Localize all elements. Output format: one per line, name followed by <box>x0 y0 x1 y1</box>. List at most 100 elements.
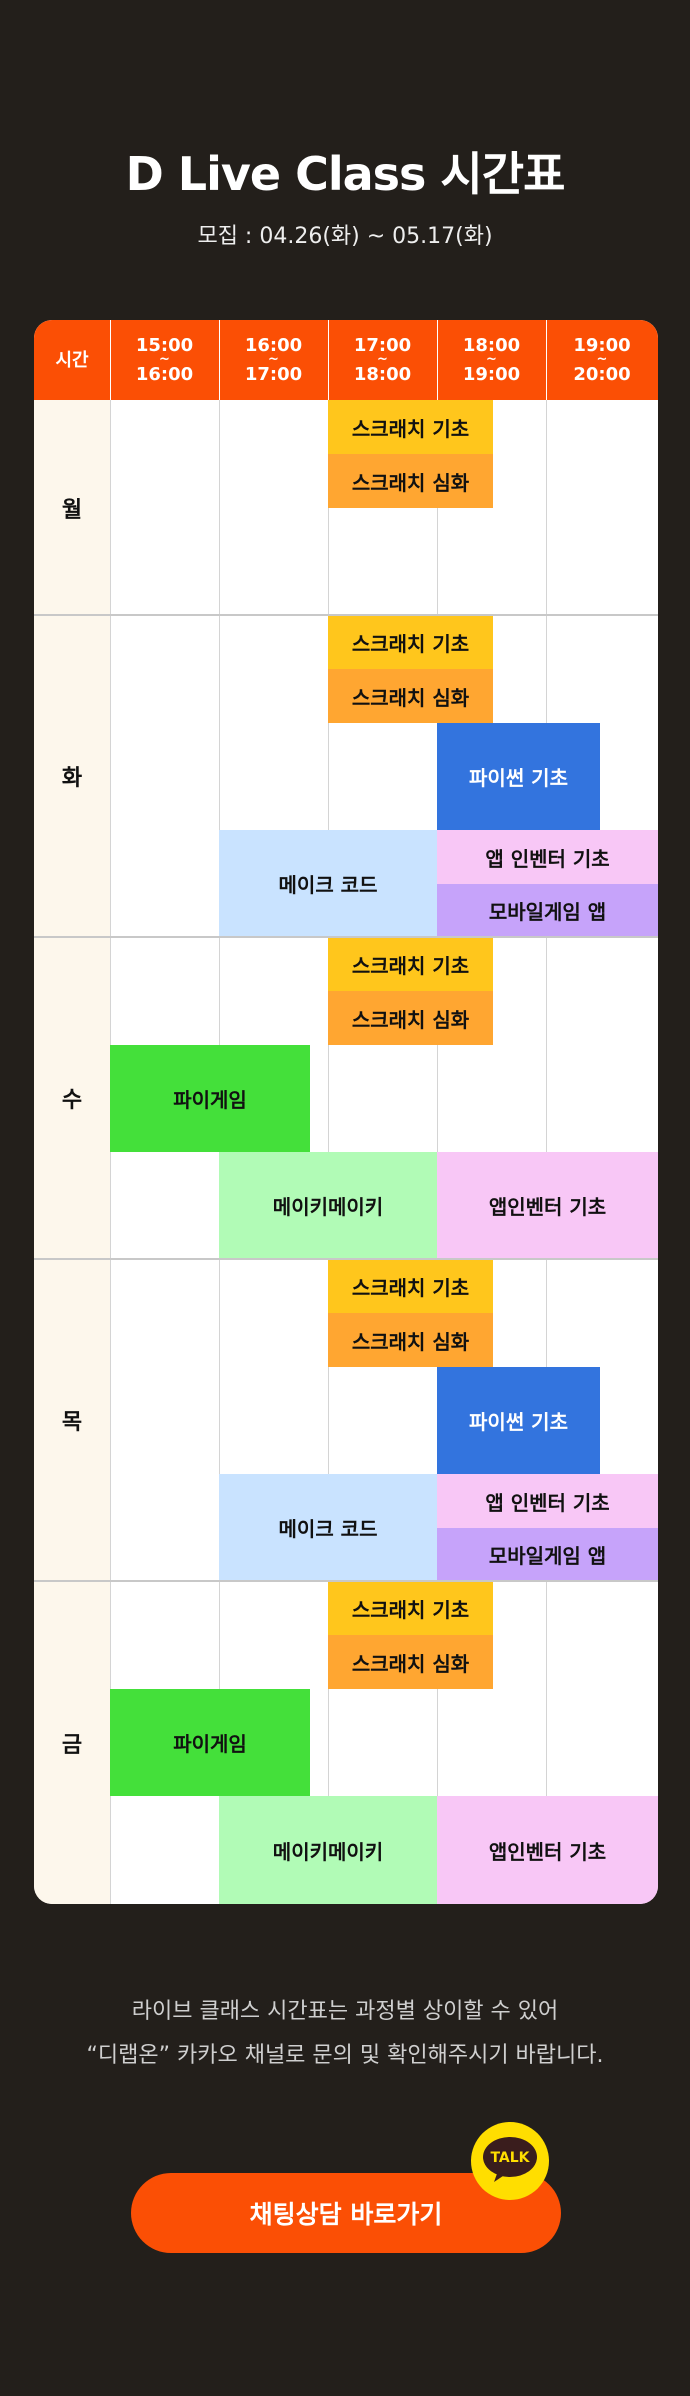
class-scratch-basic: 스크래치 기초 <box>328 400 493 454</box>
time-slot-start: 17:00 <box>353 335 412 356</box>
timetable: 시간 15:00 ~ 16:00 16:00 ~ 17:00 17:00 ~ 1… <box>34 320 658 1904</box>
class-python-basic: 파이썬 기초 <box>437 723 600 830</box>
time-slot-separator: ~ <box>159 352 170 367</box>
day-text: 목 <box>61 1410 83 1435</box>
class-mobile-game-app: 모바일게임 앱 <box>437 884 658 937</box>
header-time-text: 시간 <box>55 349 89 371</box>
chat-consult-label: 채팅상담 바로가기 <box>249 2200 443 2229</box>
day-divider <box>34 936 658 938</box>
class-label: 메이크 코드 <box>278 1517 378 1541</box>
kakao-talk-icon[interactable]: TALK <box>471 2122 549 2200</box>
class-label: 파이썬 기초 <box>469 766 568 790</box>
class-label: 스크래치 기초 <box>351 1275 470 1300</box>
day-text: 화 <box>61 766 83 791</box>
class-label: 스크래치 심화 <box>351 1329 470 1354</box>
class-label: 앱 인벤터 기초 <box>485 846 610 871</box>
class-label: 앱인벤터 기초 <box>488 1195 607 1219</box>
notice-line-2: “디랩온” 카카오 채널로 문의 및 확인해주시기 바랍니다. <box>86 2043 604 2068</box>
time-slot-end: 20:00 <box>573 364 631 385</box>
day-label-thu: 목 <box>34 1259 110 1581</box>
class-label: 파이썬 기초 <box>469 1410 568 1434</box>
talk-badge-text: TALK <box>490 2150 530 2166</box>
class-label: 스크래치 심화 <box>351 685 470 710</box>
time-slot-start: 19:00 <box>573 335 631 356</box>
time-slot-end: 17:00 <box>244 364 303 385</box>
speech-bubble-icon <box>483 2137 537 2182</box>
time-slot-4: 18:00 ~ 19:00 <box>437 320 546 400</box>
class-scratch-advanced: 스크래치 심화 <box>328 1313 493 1367</box>
notice-line-1: 라이브 클래스 시간표는 과정별 상이할 수 있어 <box>131 1999 559 2024</box>
class-makey-makey: 메이키메이키 <box>219 1796 437 1904</box>
class-label: 스크래치 기초 <box>351 1597 470 1622</box>
day-divider <box>34 614 658 616</box>
time-slot-1: 15:00 ~ 16:00 <box>110 320 219 400</box>
header-divider <box>328 320 329 400</box>
header-time-label: 시간 <box>34 320 110 400</box>
header-divider <box>546 320 547 400</box>
class-scratch-advanced: 스크래치 심화 <box>328 991 493 1045</box>
class-label: 메이키메이키 <box>272 1195 384 1219</box>
class-make-code: 메이크 코드 <box>219 1474 437 1581</box>
grid-line <box>110 400 111 1904</box>
day-label-wed: 수 <box>34 937 110 1259</box>
class-label: 스크래치 기초 <box>351 953 470 978</box>
class-label: 스크래치 기초 <box>351 416 470 441</box>
day-label-fri: 금 <box>34 1581 110 1904</box>
class-app-inventor-basic: 앱 인벤터 기초 <box>437 1474 658 1528</box>
class-scratch-basic: 스크래치 기초 <box>328 1581 493 1635</box>
time-slot-start: 18:00 <box>462 335 521 356</box>
day-text: 월 <box>61 497 83 523</box>
header-divider <box>110 320 111 400</box>
class-scratch-basic: 스크래치 기초 <box>328 615 493 669</box>
time-slot-end: 18:00 <box>353 364 412 385</box>
day-label-mon: 월 <box>34 400 110 615</box>
class-scratch-advanced: 스크래치 심화 <box>328 669 493 723</box>
class-mobile-game-app: 모바일게임 앱 <box>437 1528 658 1581</box>
time-slot-5: 19:00 ~ 20:00 <box>546 320 658 400</box>
time-slot-separator: ~ <box>596 352 608 367</box>
class-label: 파이게임 <box>173 1732 247 1756</box>
class-label: 파이게임 <box>173 1088 247 1112</box>
class-label: 스크래치 기초 <box>351 631 470 656</box>
day-text: 금 <box>61 1732 83 1758</box>
time-slot-end: 19:00 <box>462 364 521 385</box>
class-make-code: 메이크 코드 <box>219 830 437 937</box>
timetable-header: 시간 15:00 ~ 16:00 16:00 ~ 17:00 17:00 ~ 1… <box>34 320 658 400</box>
class-label: 스크래치 심화 <box>351 470 470 495</box>
class-scratch-advanced: 스크래치 심화 <box>328 454 493 508</box>
class-scratch-basic: 스크래치 기초 <box>328 937 493 991</box>
class-app-inventor-basic: 앱 인벤터 기초 <box>437 830 658 884</box>
class-label: 모바일게임 앱 <box>488 900 607 924</box>
day-divider <box>34 1258 658 1260</box>
class-pi-game: 파이게임 <box>110 1689 310 1796</box>
time-slot-3: 17:00 ~ 18:00 <box>328 320 437 400</box>
class-python-basic: 파이썬 기초 <box>437 1367 600 1474</box>
day-text: 수 <box>61 1088 83 1113</box>
time-slot-separator: ~ <box>377 352 388 367</box>
day-divider <box>34 1580 658 1582</box>
time-slot-2: 16:00 ~ 17:00 <box>219 320 328 400</box>
class-label: 스크래치 심화 <box>351 1651 470 1676</box>
class-label: 메이크 코드 <box>278 873 378 897</box>
header-divider <box>437 320 438 400</box>
class-app-inventor-basic: 앱인벤터 기초 <box>437 1796 658 1904</box>
recruit-period: 모집 : 04.26(화) ~ 05.17(화) <box>197 224 493 249</box>
day-column <box>34 400 110 1904</box>
time-slot-start: 15:00 <box>135 335 194 356</box>
class-scratch-advanced: 스크래치 심화 <box>328 1635 493 1689</box>
class-label: 메이키메이키 <box>272 1839 384 1864</box>
class-pi-game: 파이게임 <box>110 1045 310 1152</box>
header-divider <box>219 320 220 400</box>
class-label: 앱인벤터 기초 <box>488 1839 607 1864</box>
time-slot-separator: ~ <box>486 352 497 367</box>
class-scratch-basic: 스크래치 기초 <box>328 1259 493 1313</box>
class-makey-makey: 메이키메이키 <box>219 1152 437 1259</box>
class-app-inventor-basic: 앱인벤터 기초 <box>437 1152 658 1259</box>
time-slot-end: 16:00 <box>135 364 194 385</box>
class-label: 앱 인벤터 기초 <box>485 1490 610 1515</box>
class-label: 스크래치 심화 <box>351 1007 470 1032</box>
class-label: 모바일게임 앱 <box>488 1544 607 1568</box>
page-title: D Live Class 시간표 <box>125 147 566 201</box>
time-slot-start: 16:00 <box>244 335 303 356</box>
time-slot-separator: ~ <box>268 352 279 367</box>
